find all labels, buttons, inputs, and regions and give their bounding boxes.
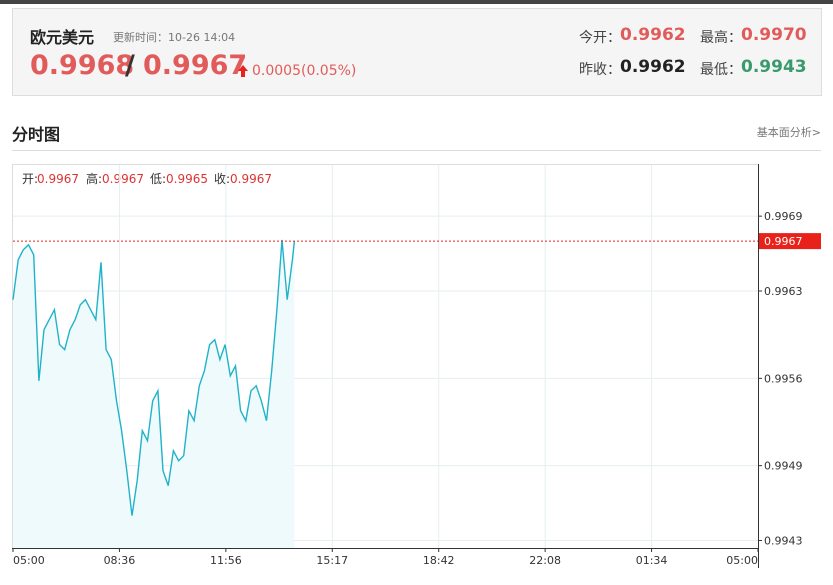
info-low: 0.9965 — [166, 172, 208, 186]
ask-price: 0.9967 — [143, 50, 248, 81]
info-high: 0.9967 — [102, 172, 144, 186]
price-change: 0.0005(0.05%) — [252, 63, 357, 79]
x-tick-label: 05:00 — [13, 554, 45, 567]
current-price-label: 0.9967 — [764, 235, 803, 248]
fundamentals-link[interactable]: 基本面分析> — [756, 126, 821, 139]
info-open: 0.9967 — [37, 172, 79, 186]
current-price-tag — [759, 233, 821, 250]
y-tick-label: 0.9969 — [764, 210, 803, 223]
info-close: 0.9967 — [230, 172, 272, 186]
open-label: 今开： — [579, 30, 621, 46]
y-tick-label: 0.9963 — [764, 285, 803, 298]
y-tick-label: 0.9943 — [764, 535, 803, 548]
update-time: 更新时间：10-26 14:04 — [113, 31, 236, 44]
bid-price: 0.9968 — [30, 50, 135, 81]
area — [13, 239, 295, 548]
info-open-label: 开: — [22, 172, 38, 186]
x-tick-label: 01:34 — [636, 554, 668, 567]
info-high-label: 高: — [86, 171, 102, 186]
info-low-label: 低: — [150, 172, 166, 186]
low-label: 最低： — [700, 62, 742, 78]
info-close-label: 收: — [214, 172, 230, 186]
x-tick-label: 11:56 — [210, 554, 242, 567]
top-bar — [0, 0, 833, 4]
divider — [12, 150, 821, 151]
x-tick-label: 05:00 — [726, 554, 758, 567]
high-value: 0.9970 — [741, 25, 807, 45]
high-label: 最高： — [700, 30, 742, 46]
prev-value: 0.9962 — [620, 57, 686, 77]
y-tick-label: 0.9949 — [764, 460, 803, 473]
prev-label: 昨收： — [579, 62, 621, 78]
quote-panel — [12, 8, 822, 96]
quote-title: 欧元美元 — [30, 28, 95, 47]
x-tick-label: 08:36 — [104, 554, 136, 567]
x-tick-label: 18:42 — [423, 554, 455, 567]
separator: / — [125, 50, 135, 81]
open-value: 0.9962 — [620, 25, 686, 45]
y-tick-label: 0.9956 — [764, 372, 803, 385]
section-title: 分时图 — [12, 125, 61, 144]
x-tick-label: 15:17 — [316, 554, 348, 567]
x-tick-label: 22:08 — [529, 554, 561, 567]
low-value: 0.9943 — [741, 57, 807, 77]
price-line — [12, 239, 296, 516]
up-arrow — [238, 65, 248, 77]
